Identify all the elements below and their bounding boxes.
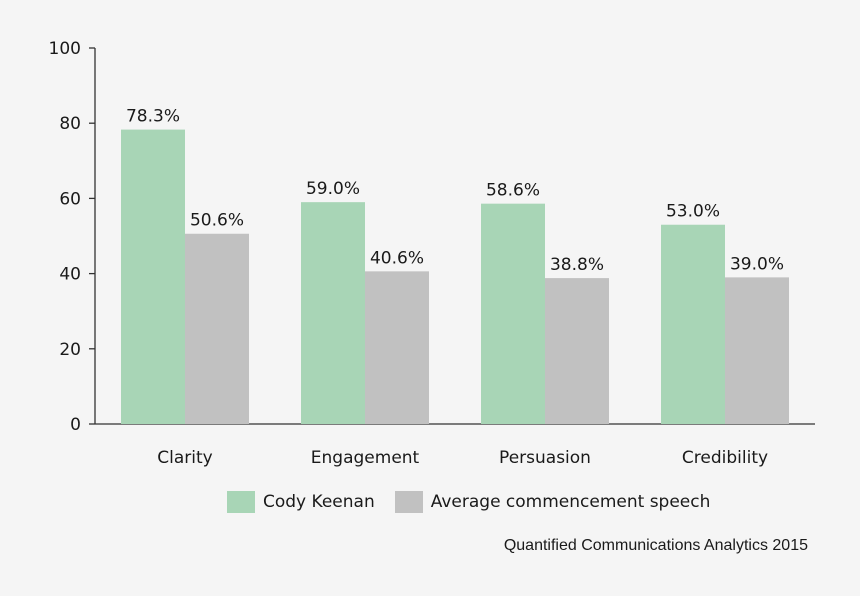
y-tick-label: 100 [49, 39, 81, 59]
category-label-credibility: Credibility [682, 448, 768, 468]
data-label: 38.8% [550, 255, 604, 275]
legend-swatch-series-2 [394, 491, 423, 513]
legend: Cody Keenan Average commencement speech [227, 491, 730, 513]
source-note: Quantified Communications Analytics 2015 [503, 537, 808, 554]
data-label: 40.6% [370, 248, 424, 268]
bars [121, 129, 789, 425]
data-labels: 78.3% 50.6% 59.0% 40.6% 58.6% 38.8% 53.0% 39.0% [126, 107, 784, 276]
legend-swatch-series-1 [227, 491, 255, 513]
legend-label-series-1: Cody Keenan [263, 492, 375, 512]
bar-persuasion-series-1 [481, 203, 545, 424]
category-label-clarity: Clarity [157, 448, 212, 468]
bar-clarity-series-1 [121, 129, 185, 425]
bar-engagement-series-2 [365, 271, 429, 424]
data-label: 50.6% [190, 211, 244, 231]
data-label: 59.0% [306, 179, 360, 199]
legend-item-series-1: Cody Keenan [227, 491, 375, 513]
legend-item-series-2: Average commencement speech [394, 491, 711, 513]
y-tick-label: 0 [70, 415, 81, 435]
legend-label-series-2: Average commencement speech [430, 492, 711, 512]
data-label: 53.0% [666, 202, 720, 222]
bar-persuasion-series-2 [545, 278, 609, 424]
bar-clarity-series-2 [185, 233, 249, 424]
category-label-engagement: Engagement [311, 448, 420, 468]
y-tick-label: 40 [59, 265, 81, 285]
y-tick-label: 60 [59, 189, 81, 209]
category-labels: Clarity Engagement Persuasion Credibility [157, 448, 768, 468]
y-tick-label: 20 [59, 340, 81, 360]
data-label: 58.6% [486, 181, 540, 201]
data-label: 78.3% [126, 107, 180, 127]
data-label: 39.0% [730, 254, 784, 274]
category-label-persuasion: Persuasion [499, 448, 591, 468]
bar-credibility-series-2 [725, 277, 789, 424]
bar-credibility-series-1 [661, 224, 725, 424]
y-tick-label: 80 [59, 114, 81, 134]
bar-engagement-series-1 [301, 202, 365, 424]
